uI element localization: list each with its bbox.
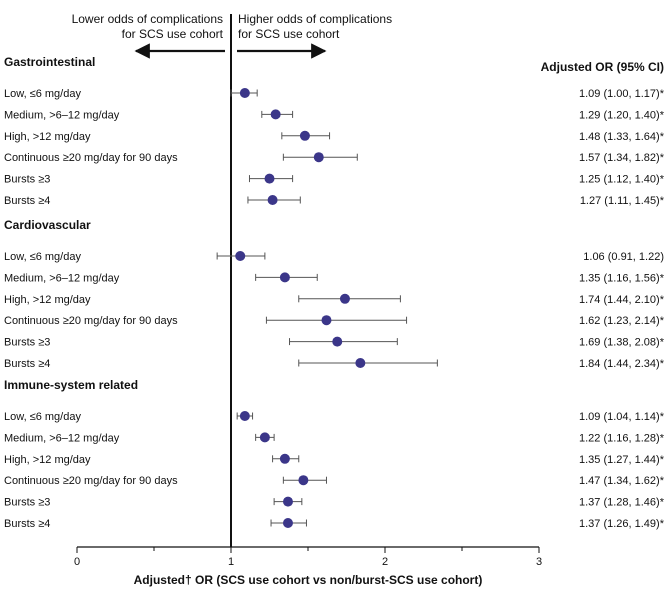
point-estimate [299,130,310,141]
row-label: Bursts ≥4 [4,358,50,370]
point-estimate [355,358,366,368]
row-label: Low, ≤6 mg/day [4,88,81,100]
row-label: Continuous ≥20 mg/day for 90 days [4,475,178,487]
point-estimate [239,88,250,98]
row-value: 1.22 (1.16, 1.28)* [579,432,665,444]
row-value: 1.06 (0.91, 1.22) [583,251,664,263]
row-label: Bursts ≥3 [4,497,50,509]
point-estimate [313,152,324,163]
point-estimate [267,195,278,205]
value-column-header: Adjusted OR (95% CI) [541,60,664,74]
row-value: 1.48 (1.33, 1.64)* [579,131,665,143]
row-label: High, >12 mg/day [4,131,91,143]
row-label: Medium, >6–12 mg/day [4,272,120,284]
point-estimate [279,453,290,464]
row-label: Continuous ≥20 mg/day for 90 days [4,152,178,164]
x-axis-label: Adjusted† OR (SCS use cohort vs non/burs… [134,573,483,587]
row-label: Bursts ≥4 [4,195,50,207]
point-estimate [282,518,293,528]
point-estimate [279,272,290,283]
row-label: Bursts ≥3 [4,174,50,186]
row-value: 1.35 (1.16, 1.56)* [579,272,665,284]
row-label: Bursts ≥4 [4,518,50,530]
row-value: 1.09 (1.04, 1.14)* [579,411,665,423]
x-tick-label: 0 [74,556,80,568]
group-header: Gastrointestinal [4,55,95,69]
x-tick-label: 1 [228,556,234,568]
point-estimate [264,173,275,184]
point-estimate [259,432,270,443]
row-value: 1.27 (1.11, 1.45)* [580,195,665,207]
row-value: 1.47 (1.34, 1.62)* [579,475,665,487]
x-tick-label: 2 [382,556,388,568]
group-header: Immune-system related [4,378,138,392]
row-label: Medium, >6–12 mg/day [4,432,120,444]
row-label: High, >12 mg/day [4,294,91,306]
row-value: 1.74 (1.44, 2.10)* [579,294,665,306]
row-label: Medium, >6–12 mg/day [4,109,120,121]
row-value: 1.29 (1.20, 1.40)* [579,109,665,121]
point-estimate [270,109,281,120]
row-value: 1.57 (1.34, 1.82)* [579,152,665,164]
point-estimate [332,336,343,347]
row-label: High, >12 mg/day [4,454,91,466]
row-value: 1.37 (1.26, 1.49)* [579,518,665,530]
point-estimate [239,411,250,421]
point-estimate [298,475,309,486]
x-tick-label: 3 [536,556,542,568]
row-label: Bursts ≥3 [4,337,50,349]
annotation-lower-odds-line: for SCS use cohort [122,27,224,41]
point-estimate [321,315,332,326]
row-value: 1.84 (1.44, 2.34)* [579,358,665,370]
row-value: 1.25 (1.12, 1.40)* [579,174,665,186]
row-value: 1.35 (1.27, 1.44)* [579,454,665,466]
point-estimate [339,293,350,304]
annotation-higher-odds-line: for SCS use cohort [238,27,340,41]
group-header: Cardiovascular [4,218,91,232]
row-value: 1.69 (1.38, 2.08)* [579,337,665,349]
row-value: 1.37 (1.28, 1.46)* [579,497,665,509]
row-label: Low, ≤6 mg/day [4,251,81,263]
point-estimate [235,251,246,261]
row-value: 1.09 (1.00, 1.17)* [579,88,665,100]
annotation-higher-odds-line: Higher odds of complications [238,12,392,26]
row-value: 1.62 (1.23, 2.14)* [579,315,665,327]
annotation-lower-odds-line: Lower odds of complications [72,12,223,26]
point-estimate [282,496,293,507]
row-label: Low, ≤6 mg/day [4,411,81,423]
row-label: Continuous ≥20 mg/day for 90 days [4,315,178,327]
